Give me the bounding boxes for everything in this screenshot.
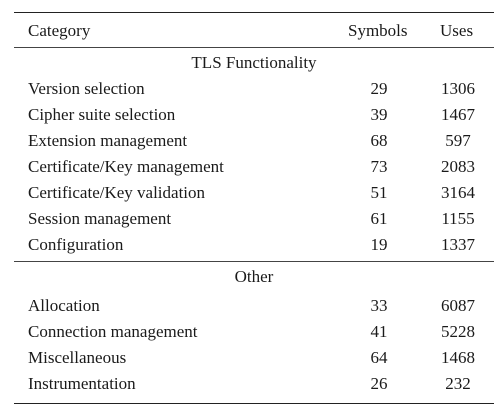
table-row: Certificate/Key validation 51 3164 <box>14 180 494 206</box>
row-category: Cipher suite selection <box>28 105 176 124</box>
section-rule <box>14 261 494 262</box>
table-row: Miscellaneous 64 1468 <box>14 345 494 371</box>
row-category: Connection management <box>28 322 198 341</box>
row-uses: 2083 <box>441 157 475 176</box>
row-uses: 1468 <box>441 348 475 367</box>
row-uses: 6087 <box>441 296 475 315</box>
section-title-other: Other <box>14 262 494 290</box>
row-category: Allocation <box>28 296 100 315</box>
row-symbols: 33 <box>370 296 388 315</box>
section-title-text: Other <box>234 267 274 286</box>
table-row: Allocation 33 6087 <box>14 293 494 319</box>
row-category: Session management <box>28 209 172 228</box>
table-row: Certificate/Key management 73 2083 <box>14 154 494 180</box>
row-category: Extension management <box>28 131 188 150</box>
table-row: Instrumentation 26 232 <box>14 371 494 397</box>
row-category: Certificate/Key validation <box>28 183 206 202</box>
row-category: Miscellaneous <box>28 348 127 367</box>
header-row: Category Symbols Uses <box>14 13 494 47</box>
header-uses: Uses <box>440 21 474 40</box>
row-symbols: 26 <box>370 374 388 393</box>
row-symbols: 64 <box>370 348 388 367</box>
table-row: Configuration 19 1337 <box>14 232 494 258</box>
row-uses: 3164 <box>441 183 475 202</box>
table-row: Cipher suite selection 39 1467 <box>14 102 494 128</box>
header-symbols: Symbols <box>348 21 408 40</box>
row-category: Version selection <box>28 79 145 98</box>
row-category: Instrumentation <box>28 374 136 393</box>
row-symbols: 51 <box>370 183 388 202</box>
row-uses: 597 <box>445 131 471 150</box>
table-row: Session management 61 1155 <box>14 206 494 232</box>
section-title-tls-functionality: TLS Functionality <box>14 48 494 76</box>
row-category: Configuration <box>28 235 124 254</box>
row-symbols: 41 <box>370 322 388 341</box>
row-uses: 1155 <box>441 209 475 228</box>
header-category: Category <box>28 21 91 40</box>
table-row: Version selection 29 1306 <box>14 76 494 102</box>
table-row: Connection management 41 5228 <box>14 319 494 345</box>
header-rule <box>14 47 494 48</box>
row-uses: 5228 <box>441 322 475 341</box>
table-row: Extension management 68 597 <box>14 128 494 154</box>
bottom-rule <box>14 403 494 404</box>
row-symbols: 73 <box>370 157 388 176</box>
row-uses: 1467 <box>441 105 475 124</box>
row-uses: 1337 <box>441 235 475 254</box>
row-symbols: 39 <box>370 105 388 124</box>
row-symbols: 61 <box>370 209 388 228</box>
symbol-usage-table: Category Symbols Uses TLS Functionality … <box>14 12 494 404</box>
section-title-text: TLS Functionality <box>191 53 317 72</box>
row-category: Certificate/Key management <box>28 157 224 176</box>
row-uses: 1306 <box>441 79 475 98</box>
row-symbols: 68 <box>370 131 388 150</box>
row-uses: 232 <box>445 374 471 393</box>
row-symbols: 19 <box>370 235 388 254</box>
top-rule <box>14 12 494 13</box>
row-symbols: 29 <box>370 79 388 98</box>
